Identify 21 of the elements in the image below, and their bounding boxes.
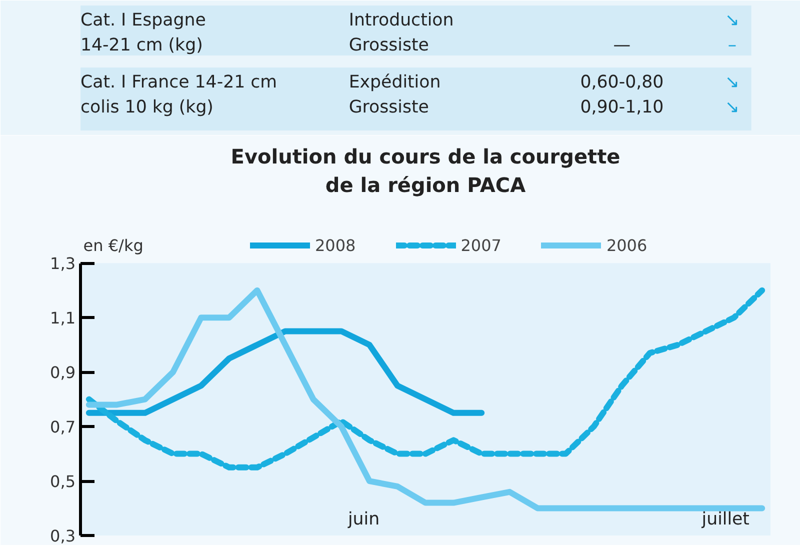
annotation: juin — [346, 510, 380, 530]
y-tick-label: 0,5 — [50, 472, 76, 492]
text: ↘ ↘ — [724, 72, 740, 118]
y-tick-label: 0,7 — [50, 418, 76, 437]
legend-label: 2007 — [460, 236, 502, 254]
y-axis-title: en €/kg — [83, 236, 144, 256]
text: Cat. I Espagne 14-21 cm (kg) — [80, 10, 206, 56]
text: 0,60-0,80 0,90-1,10 — [580, 72, 664, 118]
y-tick-label: 1,3 — [50, 254, 76, 274]
y-tick-label: 0,9 — [50, 363, 76, 382]
legend-label: 2008 — [315, 236, 356, 254]
text: Expédition Grossiste — [348, 72, 441, 118]
legend-label: 2006 — [606, 236, 648, 254]
text: Introduction Grossiste — [348, 10, 454, 56]
chart-title: Evolution du cours de la courgette de la région PACA — [230, 144, 620, 198]
annotation: juillet — [700, 510, 750, 530]
text: Cat. I France 14-21 cm colis 10 kg (kg) — [80, 72, 278, 118]
text: ↘ – — [724, 10, 740, 56]
y-tick-label: 1,1 — [50, 308, 76, 328]
text: — — [613, 36, 631, 56]
y-tick-label: 0,3 — [50, 526, 76, 546]
